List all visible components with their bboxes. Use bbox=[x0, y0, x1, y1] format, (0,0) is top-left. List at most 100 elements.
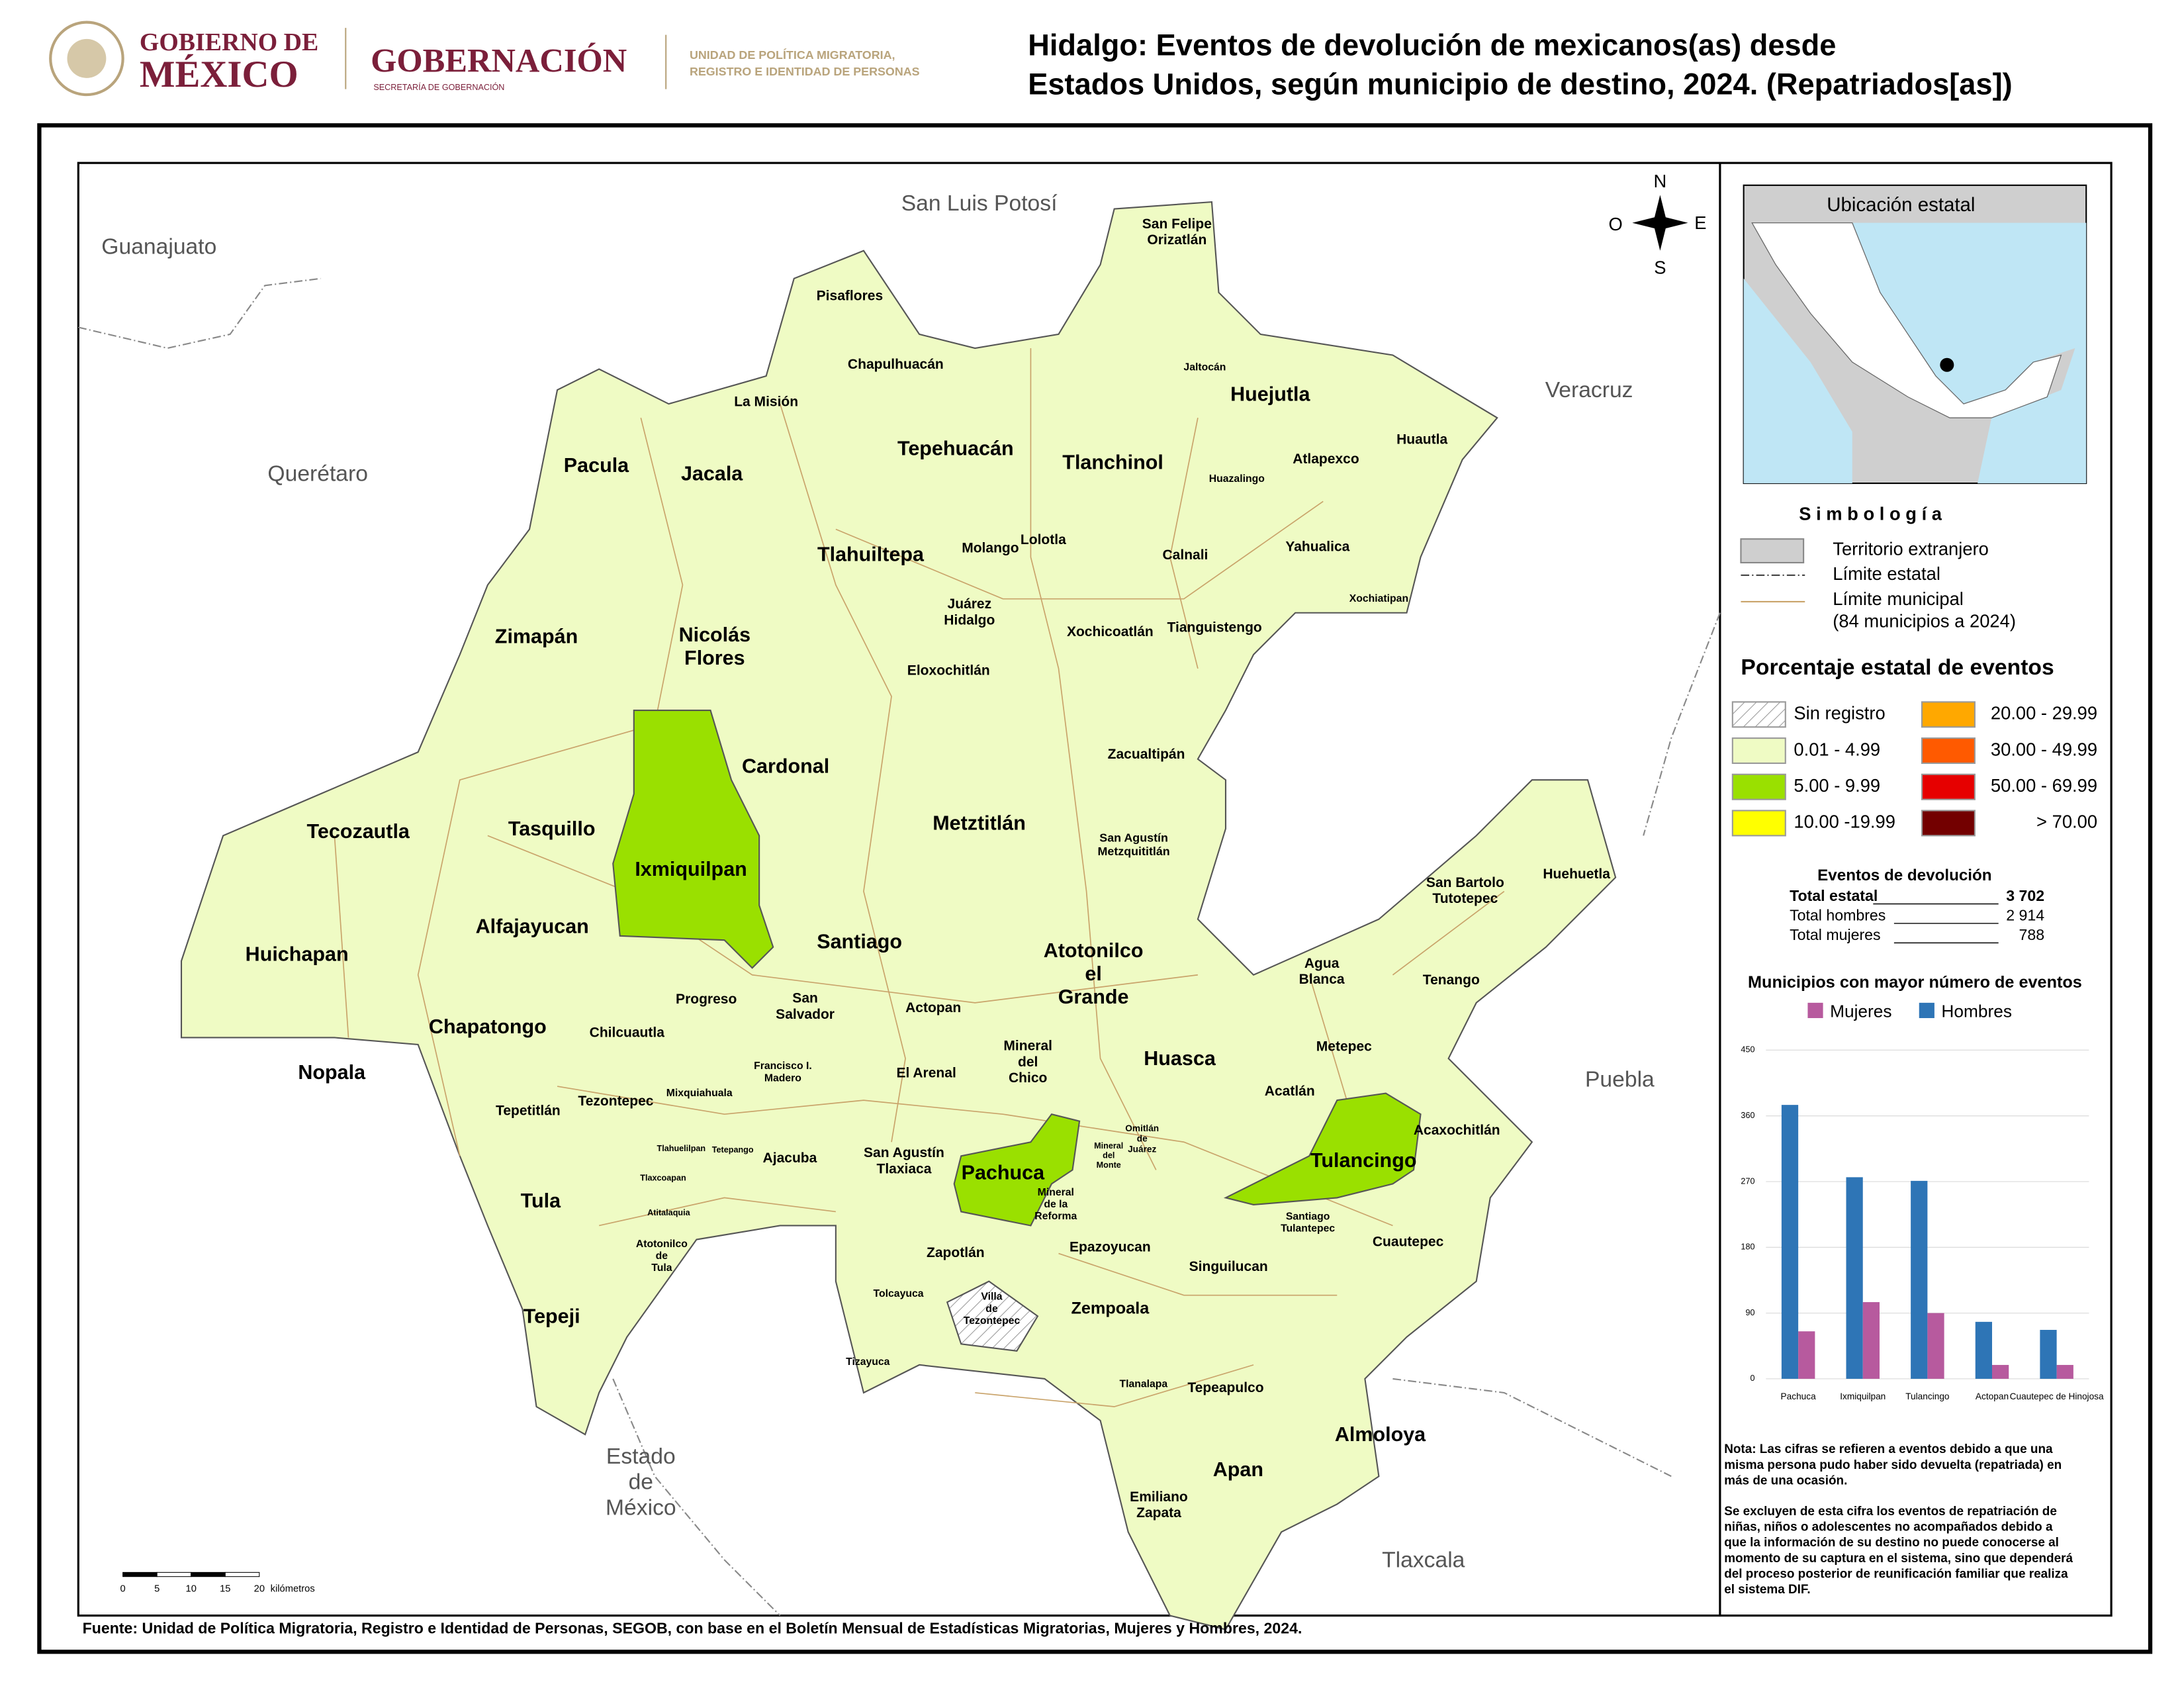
legend-class: 10.00 -19.99 bbox=[1794, 812, 1895, 832]
compass-label: S bbox=[1654, 257, 1666, 277]
municipality-label: Villa bbox=[981, 1291, 1002, 1303]
legend-class: 20.00 - 29.99 bbox=[1991, 703, 2097, 724]
municipality-label: Pacula bbox=[564, 454, 629, 477]
municipality-label: Xochiatipan bbox=[1349, 593, 1408, 604]
events-value: 2 914 bbox=[2006, 907, 2044, 924]
municipality-label: Tlahuelilpan bbox=[657, 1144, 706, 1153]
municipality-label: Mineral bbox=[1038, 1187, 1074, 1198]
title: Hidalgo: Eventos de devolución de mexica… bbox=[1028, 28, 1836, 62]
municipality-label: Huehuetla bbox=[1543, 867, 1610, 882]
municipality-label: Alfajayucan bbox=[476, 915, 589, 937]
municipality-label: Omitlán bbox=[1125, 1123, 1159, 1133]
chart-title: Municipios con mayor número de eventos bbox=[1748, 973, 2082, 992]
neighbor-label: San Luis Potosí bbox=[901, 191, 1058, 216]
legend-swatch bbox=[1731, 737, 1786, 765]
municipality-label: Atitalaquia bbox=[647, 1208, 690, 1217]
municipality-label: Madero bbox=[764, 1072, 801, 1084]
municipality-label: Chico bbox=[1009, 1070, 1048, 1086]
municipality-label: Atotonilco bbox=[1044, 939, 1144, 962]
municipality-label: de bbox=[985, 1303, 998, 1315]
legend-label: Mujeres bbox=[1830, 1002, 1891, 1021]
x-tick-label: Pachuca bbox=[1781, 1391, 1817, 1401]
legend-swatch bbox=[1921, 737, 1976, 765]
state-boundary bbox=[1392, 1378, 1672, 1477]
municipality-label: Juárez bbox=[948, 596, 992, 612]
municipality-label: Chapatongo bbox=[429, 1015, 547, 1038]
municipality-label: Huasca bbox=[1144, 1047, 1216, 1070]
municipality-label: Tula bbox=[521, 1190, 561, 1212]
municipality-label: de bbox=[1137, 1134, 1148, 1144]
municipality-label: Juárez bbox=[1128, 1144, 1156, 1154]
municipality-label: Calnali bbox=[1163, 547, 1208, 563]
legend-title: S i m b o l o g í a bbox=[1799, 504, 1942, 524]
municipality-label: Orizatlán bbox=[1147, 232, 1206, 248]
municipality-label: San Felipe bbox=[1142, 216, 1212, 232]
title: Estados Unidos, según municipio de desti… bbox=[1028, 67, 2012, 101]
y-tick-label: 360 bbox=[1741, 1111, 1754, 1120]
municipality-label: Zacualtipán bbox=[1108, 747, 1185, 762]
unit-line: REGISTRO E IDENTIDAD DE PERSONAS bbox=[690, 65, 920, 78]
neighbor-label: Querétaro bbox=[267, 461, 368, 486]
note-line: niñas, niños o adolescentes no acompañad… bbox=[1724, 1521, 2053, 1534]
municipality-label: Atlapexco bbox=[1293, 451, 1359, 467]
x-tick-label: Actopan bbox=[1976, 1391, 2009, 1401]
bar bbox=[1992, 1364, 2009, 1379]
municipality-label: Huautla bbox=[1396, 432, 1447, 447]
municipality-label: Santiago bbox=[817, 930, 902, 953]
municipality-label: Tizayuca bbox=[846, 1356, 890, 1368]
municipality-label: Grande bbox=[1058, 986, 1129, 1008]
x-tick-label: Cuautepec de Hinojosa bbox=[2010, 1391, 2104, 1401]
bar bbox=[1975, 1321, 1992, 1379]
inset-ocean bbox=[1743, 222, 2087, 484]
municipality-label: Mixquiahuala bbox=[666, 1088, 733, 1099]
scale-unit: kilómetros bbox=[271, 1584, 315, 1595]
legend-pct-title: Porcentaje estatal de eventos bbox=[1741, 655, 2054, 680]
y-tick-label: 450 bbox=[1741, 1045, 1754, 1055]
y-tick-label: 180 bbox=[1741, 1243, 1754, 1252]
legend-class: 5.00 - 9.99 bbox=[1794, 775, 1880, 796]
municipality-label: Agua bbox=[1304, 956, 1340, 971]
municipality-label: de bbox=[656, 1250, 668, 1262]
municipality-label: Mineral bbox=[1094, 1141, 1123, 1150]
municipality-label: Tepeji bbox=[523, 1305, 580, 1327]
municipality-label: Metztitlán bbox=[933, 812, 1026, 835]
municipality-label: Tezontepec bbox=[578, 1094, 653, 1109]
municipality-label: Chapulhuacán bbox=[848, 357, 944, 372]
legend-item: Límite estatal bbox=[1833, 563, 1940, 584]
municipality-label: Huejutla bbox=[1230, 383, 1310, 406]
events-title: Eventos de devolución bbox=[1817, 867, 1991, 884]
neighbor-label: Puebla bbox=[1585, 1068, 1655, 1092]
gob: GOBERNACIÓN bbox=[371, 42, 627, 79]
municipality-label: Tepeapulco bbox=[1187, 1380, 1263, 1395]
scale-segment bbox=[122, 1571, 158, 1577]
neighbor-label: de bbox=[629, 1470, 653, 1495]
municipality-label: Mineral bbox=[1003, 1039, 1052, 1054]
municipality-label: Progreso bbox=[676, 992, 737, 1007]
scale-label: 5 bbox=[154, 1584, 159, 1595]
source: Fuente: Unidad de Política Migratoria, R… bbox=[83, 1620, 1302, 1637]
municipality-label: Hidalgo bbox=[944, 612, 995, 628]
y-tick-label: 0 bbox=[1750, 1374, 1754, 1383]
gov-line: MÉXICO bbox=[140, 54, 298, 95]
municipality-label: Acatlán bbox=[1265, 1084, 1315, 1099]
municipality-label: Tepetitlán bbox=[496, 1103, 561, 1119]
legend-swatch bbox=[1921, 773, 1976, 800]
gob-sub: SECRETARÍA DE GOBERNACIÓN bbox=[373, 82, 504, 92]
events-label: Total mujeres bbox=[1790, 926, 1881, 943]
legend-class: 30.00 - 49.99 bbox=[1991, 739, 2097, 759]
municipality-label: Tlaxcoapan bbox=[640, 1173, 686, 1182]
municipality-label: Eloxochitlán bbox=[907, 663, 990, 679]
municipality-label: La Misión bbox=[734, 395, 798, 410]
compass bbox=[1632, 195, 1688, 251]
municipality-label: Huichapan bbox=[246, 943, 349, 965]
municipality-label: Tepehuacán bbox=[897, 438, 1014, 460]
municipality-label: Tetepango bbox=[712, 1145, 754, 1154]
neighbor-label: Tlaxcala bbox=[1382, 1548, 1465, 1572]
municipality-label: San bbox=[792, 991, 818, 1006]
gov-line: GOBIERNO DE bbox=[140, 28, 318, 56]
municipality-label: Tlahuiltepa bbox=[817, 543, 925, 566]
municipality-label: Francisco I. bbox=[754, 1060, 812, 1072]
municipality-label: Cardonal bbox=[742, 755, 829, 777]
state-boundary bbox=[78, 277, 321, 350]
